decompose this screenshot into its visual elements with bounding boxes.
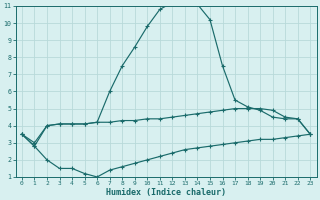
X-axis label: Humidex (Indice chaleur): Humidex (Indice chaleur) xyxy=(106,188,226,197)
